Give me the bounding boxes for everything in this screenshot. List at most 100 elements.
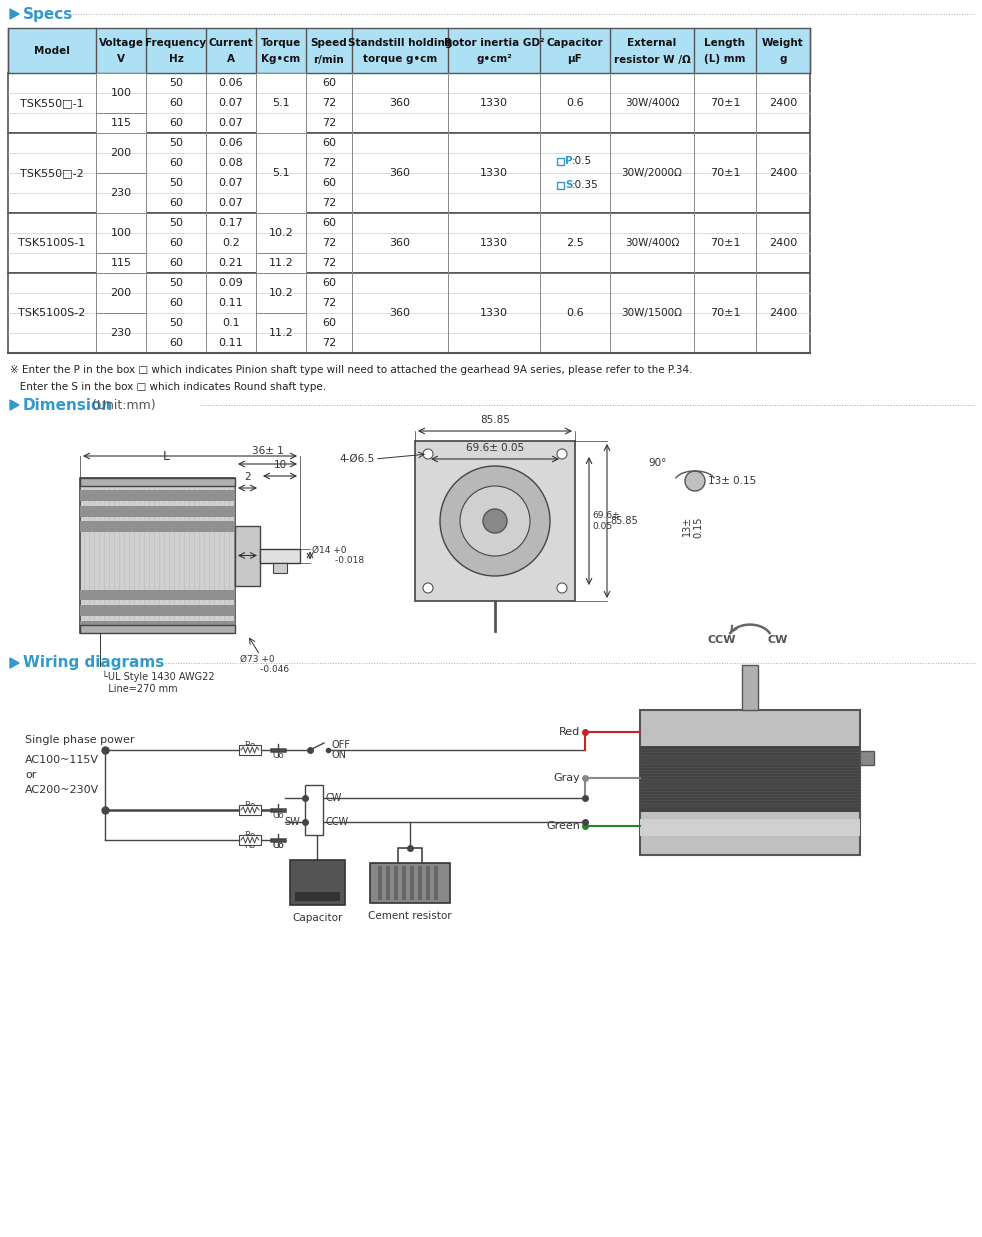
Text: 10.2: 10.2 xyxy=(269,228,294,238)
Text: 50: 50 xyxy=(169,78,183,88)
Bar xyxy=(8,273,810,353)
Text: └UL Style 1430 AWG22
  Line=270 mm: └UL Style 1430 AWG22 Line=270 mm xyxy=(102,670,215,694)
Text: 72: 72 xyxy=(322,338,336,348)
Bar xyxy=(415,442,575,601)
Text: Co: Co xyxy=(272,841,284,850)
Bar xyxy=(80,490,235,501)
Text: 1330: 1330 xyxy=(480,168,508,178)
Text: 72: 72 xyxy=(322,118,336,127)
Text: 72: 72 xyxy=(322,158,336,168)
Text: 60: 60 xyxy=(322,139,336,148)
Bar xyxy=(239,745,261,755)
Text: Green: Green xyxy=(546,821,580,831)
Text: 13±
0.15: 13± 0.15 xyxy=(682,516,703,538)
Text: 50: 50 xyxy=(169,178,183,188)
Bar xyxy=(80,477,235,633)
Bar xyxy=(235,526,260,585)
Text: AC200~230V: AC200~230V xyxy=(25,785,99,795)
Text: 25: 25 xyxy=(241,550,254,560)
Text: 60: 60 xyxy=(169,238,183,247)
Bar xyxy=(256,134,306,213)
Text: 360: 360 xyxy=(390,98,410,108)
Text: 0.07: 0.07 xyxy=(219,118,244,127)
Text: 0.07: 0.07 xyxy=(219,98,244,108)
Text: Co: Co xyxy=(272,751,284,760)
Text: resistor W /Ω: resistor W /Ω xyxy=(614,54,690,64)
Text: Weight: Weight xyxy=(762,38,804,48)
Bar xyxy=(80,590,235,600)
Bar xyxy=(96,213,146,254)
Bar xyxy=(256,213,306,254)
Bar xyxy=(8,28,810,73)
Text: 60: 60 xyxy=(169,198,183,208)
Text: 0.07: 0.07 xyxy=(219,198,244,208)
Text: :0.5: :0.5 xyxy=(572,156,592,166)
Text: Length: Length xyxy=(704,38,745,48)
Text: (L) mm: (L) mm xyxy=(704,54,745,64)
Text: TSK5100S-2: TSK5100S-2 xyxy=(19,308,85,318)
Text: Single phase power: Single phase power xyxy=(25,735,135,745)
Bar xyxy=(8,213,810,273)
Text: 360: 360 xyxy=(390,308,410,318)
Text: Hz: Hz xyxy=(169,54,184,64)
Bar xyxy=(80,625,235,633)
Text: Ro: Ro xyxy=(245,802,255,810)
Text: CCW: CCW xyxy=(708,635,736,644)
Text: V: V xyxy=(117,54,125,64)
Text: A: A xyxy=(227,54,235,64)
Text: 60: 60 xyxy=(169,259,183,268)
Bar xyxy=(256,73,306,134)
Text: 72: 72 xyxy=(322,259,336,268)
Text: 230: 230 xyxy=(110,188,132,198)
Text: 360: 360 xyxy=(390,168,410,178)
Text: μF: μF xyxy=(568,54,582,64)
Text: 0.11: 0.11 xyxy=(219,298,244,308)
Text: (Unit:mm): (Unit:mm) xyxy=(87,398,155,412)
Text: 2400: 2400 xyxy=(769,238,797,247)
Text: 85.85: 85.85 xyxy=(610,516,637,526)
Text: 200: 200 xyxy=(110,288,132,298)
Text: 60: 60 xyxy=(322,278,336,288)
Text: 0.06: 0.06 xyxy=(219,78,244,88)
Text: 70±1: 70±1 xyxy=(710,168,740,178)
Text: 2: 2 xyxy=(245,473,250,482)
Text: 60: 60 xyxy=(169,158,183,168)
Bar xyxy=(80,522,235,532)
Bar xyxy=(860,751,874,766)
Bar xyxy=(96,134,146,173)
Bar xyxy=(239,805,261,815)
Text: CW: CW xyxy=(326,793,343,803)
Text: 4-Ø6.5: 4-Ø6.5 xyxy=(340,454,375,464)
Text: Ø73 +0
       -0.046: Ø73 +0 -0.046 xyxy=(240,656,289,674)
Text: ※ Enter the P in the box □ which indicates Pinion shaft type will need to attach: ※ Enter the P in the box □ which indicat… xyxy=(10,365,692,375)
Text: 60: 60 xyxy=(322,218,336,228)
Text: External: External xyxy=(627,38,677,48)
Text: OFF: OFF xyxy=(332,740,351,750)
Text: 72: 72 xyxy=(322,98,336,108)
Circle shape xyxy=(483,508,507,533)
Bar xyxy=(410,866,414,901)
Text: 0.21: 0.21 xyxy=(219,259,244,268)
Text: 30W/400Ω: 30W/400Ω xyxy=(625,98,680,108)
Text: Red: Red xyxy=(559,727,580,737)
Text: 0.06: 0.06 xyxy=(219,139,244,148)
Bar xyxy=(256,313,306,353)
Text: 30W/1500Ω: 30W/1500Ω xyxy=(622,308,682,318)
Text: Current: Current xyxy=(208,38,253,48)
Bar xyxy=(557,157,564,165)
Text: or: or xyxy=(25,769,36,781)
Text: 50: 50 xyxy=(169,318,183,328)
Text: Capacitor: Capacitor xyxy=(293,913,343,923)
Text: 36± 1: 36± 1 xyxy=(251,447,284,456)
Text: 200: 200 xyxy=(110,148,132,158)
Text: 0.07: 0.07 xyxy=(219,178,244,188)
Circle shape xyxy=(557,583,567,593)
Text: 72: 72 xyxy=(322,238,336,247)
Bar xyxy=(295,892,340,901)
Text: Wiring diagrams: Wiring diagrams xyxy=(23,656,164,670)
Text: torque g•cm: torque g•cm xyxy=(363,54,437,64)
Text: Rotor inertia GD²: Rotor inertia GD² xyxy=(444,38,544,48)
Text: CCW: CCW xyxy=(326,816,350,828)
Polygon shape xyxy=(10,9,19,19)
Circle shape xyxy=(423,583,433,593)
